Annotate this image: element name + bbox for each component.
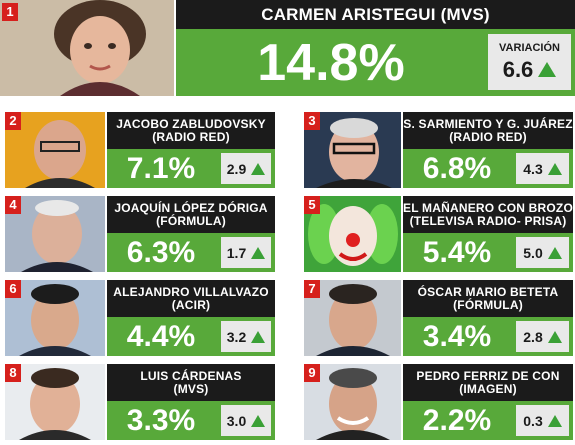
audience-share: 6.8%	[422, 151, 492, 185]
host-name: CARMEN ARISTEGUI (MVS)	[176, 0, 575, 29]
portrait-photo	[5, 196, 105, 272]
portrait-photo	[304, 112, 401, 188]
ranking-card-6: 6 ALEJANDRO VILLALVAZO (ACIR) 4.4% 3.2	[5, 280, 275, 356]
variation-value: 4.3	[523, 160, 543, 177]
portrait-photo	[0, 0, 174, 96]
rank-badge: 9	[304, 364, 320, 382]
up-triangle-icon	[251, 330, 266, 343]
portrait-photo	[5, 112, 105, 188]
host-name: ÓSCAR MARIO BETETA (FÓRMULA)	[403, 280, 573, 317]
portrait-photo	[304, 196, 401, 272]
audience-share: 14.8%	[257, 33, 405, 92]
variation-box: 0.3	[516, 405, 569, 436]
up-triangle-icon	[547, 162, 562, 175]
variation-box: 5.0	[516, 237, 569, 268]
variation-value: 2.8	[523, 328, 543, 345]
up-triangle-icon	[251, 246, 266, 259]
rank-badge: 3	[304, 112, 320, 130]
variation-value: 0.3	[523, 412, 543, 429]
ranking-card-2: 2 JACOBO ZABLUDOVSKY (RADIO RED) 7.1% 2.…	[5, 112, 275, 188]
audience-share: 7.1%	[126, 151, 196, 185]
host-name: PEDRO FERRIZ DE CON (IMAGEN)	[403, 364, 573, 401]
up-triangle-icon	[547, 246, 562, 259]
up-triangle-icon	[538, 62, 557, 77]
variation-value: 3.2	[226, 328, 247, 345]
ranking-card-9: 9 PEDRO FERRIZ DE CON (IMAGEN) 2.2% 0.3	[304, 364, 573, 440]
audience-share: 6.3%	[126, 235, 196, 269]
audience-share: 4.4%	[126, 319, 196, 353]
ranking-card-3: 3 S. SARMIENTO Y G. JUÁREZ (RADIO RED) 6…	[304, 112, 573, 188]
up-triangle-icon	[547, 330, 562, 343]
variation-box: VARIACIÓN 6.6	[488, 34, 571, 90]
portrait-photo	[5, 280, 105, 356]
host-name: ALEJANDRO VILLALVAZO (ACIR)	[107, 280, 275, 317]
variation-label: VARIACIÓN	[499, 41, 560, 54]
rank-badge: 2	[5, 112, 21, 130]
variation-box: 2.8	[516, 321, 569, 352]
variation-value: 3.0	[226, 412, 247, 429]
rank-badge: 8	[5, 364, 21, 382]
host-name: JACOBO ZABLUDOVSKY (RADIO RED)	[107, 112, 275, 149]
variation-box: 4.3	[516, 153, 569, 184]
portrait-photo	[304, 280, 401, 356]
variation-value: 2.9	[226, 160, 247, 177]
host-name: S. SARMIENTO Y G. JUÁREZ (RADIO RED)	[403, 112, 573, 149]
up-triangle-icon	[251, 414, 266, 427]
up-triangle-icon	[547, 414, 562, 427]
ranking-card-5: 5 EL MAÑANERO CON BROZO (TELEVISA RADIO-…	[304, 196, 573, 272]
up-triangle-icon	[251, 162, 266, 175]
audience-share: 5.4%	[422, 235, 492, 269]
variation-value: 1.7	[226, 244, 247, 261]
variation-value: 6.6	[502, 56, 534, 82]
rank-badge: 1	[2, 3, 18, 21]
ranking-card-4: 4 JOAQUÍN LÓPEZ DÓRIGA (FÓRMULA) 6.3% 1.…	[5, 196, 275, 272]
variation-value: 5.0	[523, 244, 543, 261]
rank-badge: 5	[304, 196, 320, 214]
host-name: JOAQUÍN LÓPEZ DÓRIGA (FÓRMULA)	[107, 196, 275, 233]
variation-box: 1.7	[221, 237, 271, 268]
ranking-card-1: 1 CARMEN ARISTEGUI (MVS) 14.8% VARIACIÓN…	[0, 0, 575, 96]
audience-share: 3.3%	[126, 403, 196, 437]
rank-badge: 4	[5, 196, 21, 214]
portrait-photo	[304, 364, 401, 440]
ranking-card-8: 8 LUIS CÁRDENAS (MVS) 3.3% 3.0	[5, 364, 275, 440]
rank-badge: 6	[5, 280, 21, 298]
audience-share: 3.4%	[422, 319, 492, 353]
audience-share: 2.2%	[422, 403, 492, 437]
ranking-card-7: 7 ÓSCAR MARIO BETETA (FÓRMULA) 3.4% 2.8	[304, 280, 573, 356]
portrait-photo	[5, 364, 105, 440]
variation-box: 2.9	[221, 153, 271, 184]
rank-badge: 7	[304, 280, 320, 298]
host-name: LUIS CÁRDENAS (MVS)	[107, 364, 275, 401]
variation-box: 3.2	[221, 321, 271, 352]
host-name: EL MAÑANERO CON BROZO (TELEVISA RADIO- P…	[403, 196, 573, 233]
variation-box: 3.0	[221, 405, 271, 436]
